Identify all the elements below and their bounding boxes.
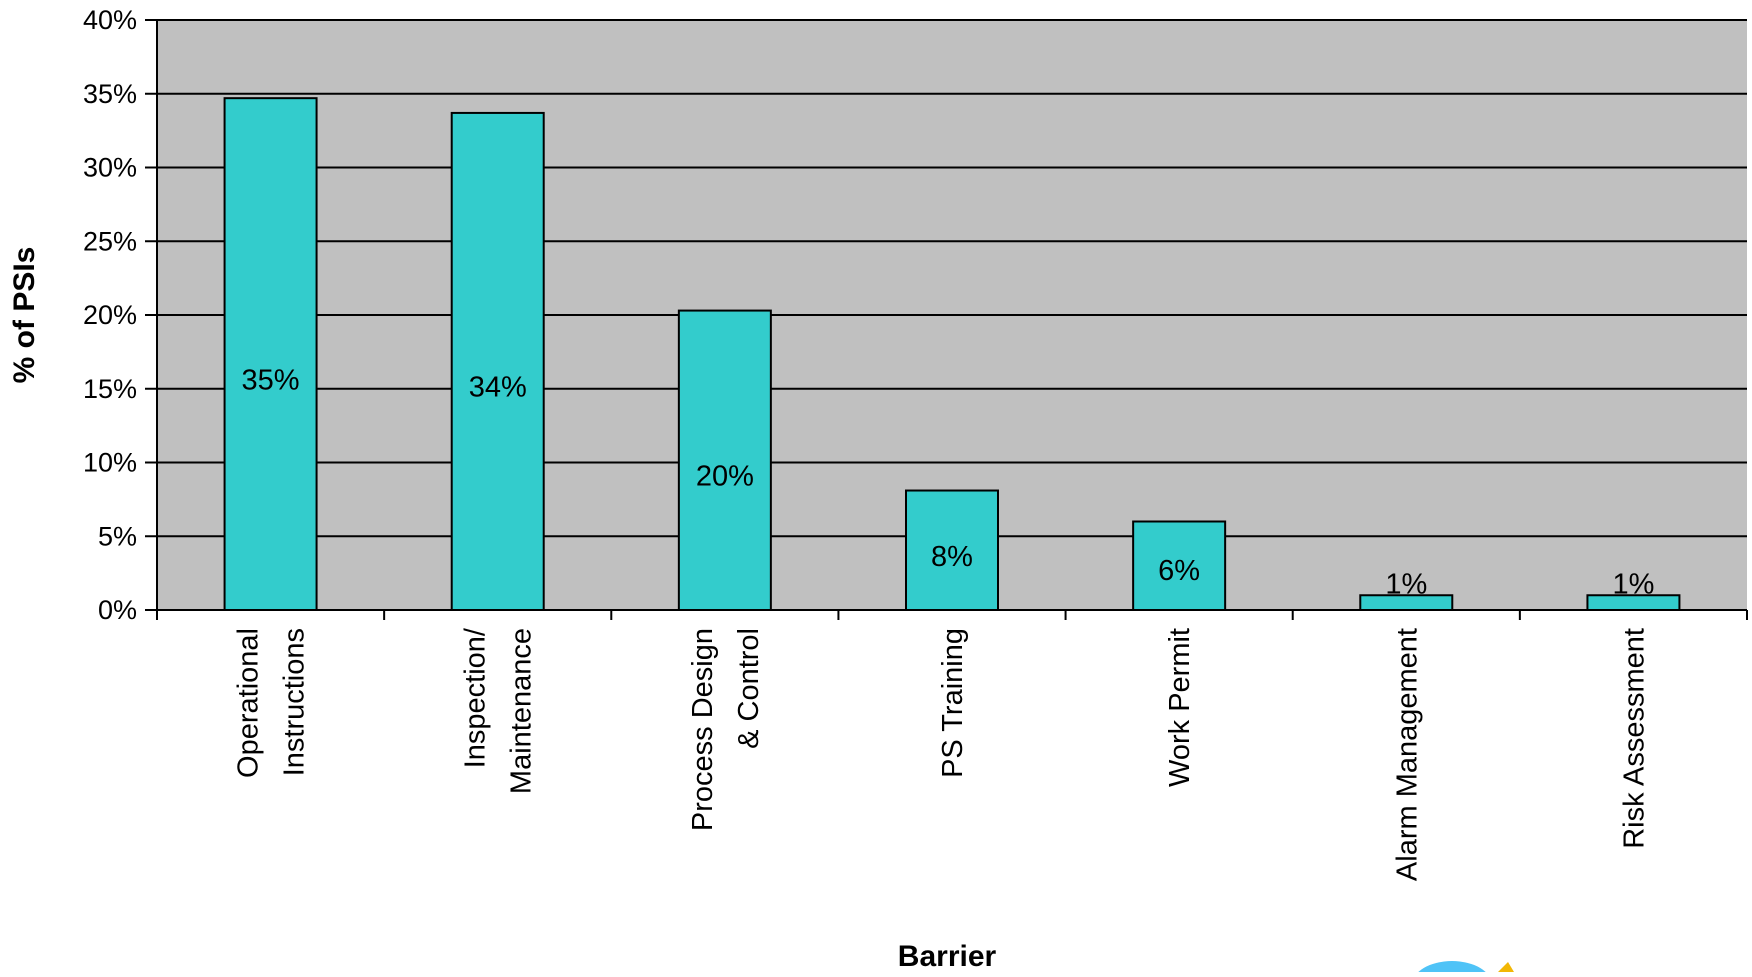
x-category-label: Instructions xyxy=(279,628,311,776)
data-label: 35% xyxy=(242,365,300,397)
bar xyxy=(677,309,772,611)
bar xyxy=(1132,520,1227,611)
gridlines xyxy=(157,19,1747,538)
x-category-label: Work Permit xyxy=(1164,628,1196,787)
x-category-label: Operational xyxy=(233,628,265,778)
x-category-label: Maintenance xyxy=(506,628,538,794)
x-category-label: Risk Assessment xyxy=(1618,628,1650,849)
data-labels: 35% 34% 20% 8% 6% 1% 1% xyxy=(242,365,1655,601)
x-category-label: PS Training xyxy=(937,628,969,778)
bar xyxy=(450,111,545,612)
x-axis-ticks xyxy=(156,610,1748,620)
y-axis-ticks: 0% 5% 10% 15% 20% 25% 30% 35% 40% xyxy=(83,5,157,625)
y-tick-label: 0% xyxy=(98,595,137,625)
data-label: 34% xyxy=(469,371,527,403)
y-tick-label: 25% xyxy=(83,226,137,256)
data-label: 8% xyxy=(931,541,973,573)
y-tick-label: 40% xyxy=(83,5,137,35)
x-category-label: Inspection/ xyxy=(460,627,492,768)
y-tick-label: 10% xyxy=(83,448,137,478)
data-label: 1% xyxy=(1612,568,1654,600)
data-label: 20% xyxy=(696,460,754,492)
corner-logo-icon xyxy=(1414,961,1514,977)
y-tick-label: 20% xyxy=(83,300,137,330)
x-axis-title: Barrier xyxy=(898,940,997,972)
x-category-label: & Control xyxy=(733,628,765,749)
bars xyxy=(223,97,1681,612)
data-label: 1% xyxy=(1385,568,1427,600)
y-tick-label: 15% xyxy=(83,374,137,404)
y-tick-label: 30% xyxy=(83,153,137,183)
y-tick-label: 5% xyxy=(98,521,137,551)
x-category-label: Process Design xyxy=(687,628,719,831)
bar xyxy=(223,97,318,612)
x-category-label: Alarm Management xyxy=(1391,628,1423,881)
x-axis-category-labels: Operational Instructions Inspection/Mainte… xyxy=(233,627,1651,881)
data-label: 6% xyxy=(1158,555,1200,587)
y-axis-title: % of PSIs xyxy=(8,247,41,384)
y-tick-label: 35% xyxy=(83,79,137,109)
bar xyxy=(905,489,999,611)
